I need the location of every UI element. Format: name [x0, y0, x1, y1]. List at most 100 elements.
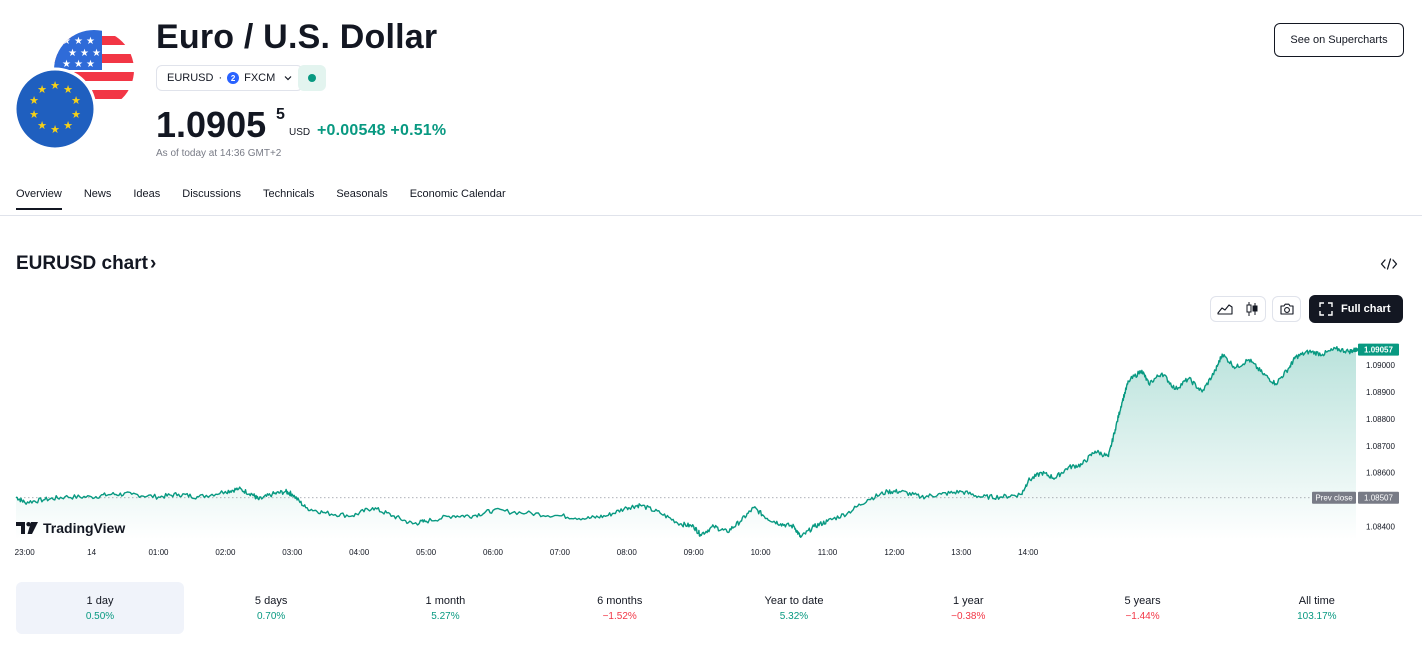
- candles-icon: [1246, 302, 1257, 316]
- x-tick-label: 06:00: [483, 548, 504, 557]
- tab-bar: Overview News Ideas Discussions Technica…: [16, 188, 528, 210]
- period-label: All time: [1298, 594, 1335, 607]
- period-value: −1.44%: [1125, 610, 1160, 622]
- x-tick-label: 14: [87, 548, 96, 557]
- period-value: 0.50%: [85, 610, 115, 622]
- period-1-day[interactable]: 1 day 0.50%: [16, 582, 184, 634]
- x-tick-label: 10:00: [751, 548, 772, 557]
- period-all-time[interactable]: All time 103.17%: [1230, 582, 1404, 634]
- prev-close-value: 1.08507: [1364, 494, 1393, 503]
- period-6-months[interactable]: 6 months −1.52%: [533, 582, 707, 634]
- tab-overview[interactable]: Overview: [16, 188, 62, 210]
- price-superscript: 5: [276, 106, 285, 123]
- period-1-month[interactable]: 1 month 5.27%: [358, 582, 532, 634]
- period-label: 5 days: [254, 594, 288, 607]
- last-price-tag-bg: [1358, 343, 1399, 356]
- tab-technicals[interactable]: Technicals: [262, 188, 315, 200]
- chevron-down-icon: [284, 76, 292, 81]
- period-value: 0.70%: [256, 610, 286, 622]
- tab-ideas[interactable]: Ideas: [133, 188, 161, 200]
- period-value: 5.32%: [779, 610, 809, 622]
- chart-title-link[interactable]: EURUSD chart ›: [16, 253, 156, 275]
- last-price-tag: 1.09057: [1364, 346, 1393, 355]
- period-label: 1 day: [86, 594, 114, 607]
- svg-text:★: ★: [71, 108, 81, 121]
- x-tick-label: 09:00: [684, 548, 705, 557]
- symbol-separator: ·: [218, 72, 223, 84]
- y-tick-label: 1.08400: [1366, 523, 1395, 532]
- y-tick-label: 1.08900: [1366, 388, 1395, 397]
- x-tick-label: 23:00: [15, 548, 36, 557]
- see-on-supercharts-button[interactable]: See on Supercharts: [1274, 23, 1404, 57]
- svg-text:★: ★: [74, 59, 83, 70]
- period-label: 6 months: [597, 594, 643, 607]
- camera-icon: [1279, 303, 1294, 315]
- market-open-dot-icon: [308, 74, 316, 82]
- market-status-badge[interactable]: [298, 65, 326, 91]
- period-1-year[interactable]: 1 year −0.38%: [881, 582, 1055, 634]
- y-tick-label: 1.08700: [1366, 442, 1395, 451]
- series-line: [15, 346, 1357, 538]
- svg-text:★: ★: [63, 83, 73, 96]
- area-chart-button[interactable]: [1211, 297, 1238, 321]
- period-value: −0.38%: [951, 610, 986, 622]
- svg-text:★: ★: [62, 36, 71, 47]
- x-tick-label: 12:00: [884, 548, 905, 557]
- x-tick-label: 13:00: [951, 548, 972, 557]
- full-chart-button[interactable]: Full chart: [1309, 295, 1403, 323]
- price-tags: 1.09057 Prev close 1.08507: [1312, 343, 1399, 504]
- area-fill-shape: [16, 346, 1356, 540]
- prev-close-label: Prev close: [1315, 494, 1353, 503]
- price-value: 1.0905: [156, 104, 267, 145]
- svg-text:★: ★: [62, 59, 71, 70]
- x-tick-label: 03:00: [282, 548, 303, 557]
- chart-area-fill: [16, 346, 1356, 540]
- tab-news[interactable]: News: [83, 188, 112, 200]
- snapshot-button[interactable]: [1273, 297, 1300, 321]
- svg-text:★: ★: [92, 48, 101, 59]
- period-value: 5.27%: [431, 610, 460, 622]
- svg-text:★: ★: [37, 83, 47, 96]
- y-tick-label: 1.09000: [1366, 361, 1395, 370]
- svg-text:★: ★: [29, 94, 39, 107]
- y-axis: 1.09000 1.08900 1.08800 1.08700 1.08600 1.084…: [1366, 361, 1395, 532]
- svg-text:★: ★: [63, 119, 73, 132]
- x-tick-label: 01:00: [148, 548, 169, 557]
- embed-icon[interactable]: [1380, 256, 1398, 272]
- price-line: [15, 346, 1359, 538]
- period-label: 5 years: [1124, 594, 1161, 607]
- svg-text:★: ★: [29, 108, 39, 121]
- symbol-selector[interactable]: EURUSD · 2 FXCM: [156, 65, 304, 91]
- exchange-badge-icon: 2: [227, 72, 240, 84]
- snapshot-group: [1272, 296, 1301, 322]
- price-chart[interactable]: 1.09000 1.08900 1.08800 1.08700 1.08600 1.084…: [0, 330, 1422, 565]
- period-value: 103.17%: [1297, 610, 1337, 622]
- full-chart-label: Full chart: [1341, 303, 1391, 315]
- y-tick-label: 1.08600: [1366, 469, 1395, 478]
- period-label: 1 year: [952, 594, 984, 607]
- as-of-timestamp: As of today at 14:36 GMT+2: [156, 148, 282, 159]
- tab-discussions[interactable]: Discussions: [182, 188, 241, 200]
- chevron-right-icon: ›: [149, 253, 157, 274]
- prev-close-value-bg: [1358, 491, 1399, 504]
- svg-text:★: ★: [71, 94, 81, 107]
- x-tick-label: 07:00: [550, 548, 571, 557]
- period-year-to-date[interactable]: Year to date 5.32%: [707, 582, 881, 634]
- period-label: 1 month: [425, 594, 466, 607]
- period-5-years[interactable]: 5 years −1.44%: [1055, 582, 1229, 634]
- tradingview-logo: TradingView: [16, 520, 125, 536]
- period-label: Year to date: [764, 594, 824, 607]
- last-price-dot: [1353, 347, 1359, 352]
- period-5-days[interactable]: 5 days 0.70%: [184, 582, 358, 634]
- exchange-label: FXCM: [244, 72, 276, 84]
- performance-periods: 1 day 0.50% 5 days 0.70% 1 month 5.27% 6…: [16, 582, 1404, 634]
- page-title: Euro / U.S. Dollar: [156, 18, 438, 56]
- svg-text:★: ★: [50, 123, 60, 136]
- candles-chart-button[interactable]: [1238, 297, 1265, 321]
- tab-economic-calendar[interactable]: Economic Calendar: [409, 188, 506, 200]
- x-tick-label: 02:00: [215, 548, 236, 557]
- price-currency: USD: [289, 127, 311, 138]
- chart-title: EURUSD chart: [16, 253, 148, 274]
- currency-flags-icon: ★ ★ ★ ★ ★ ★ ★ ★ ★ ★ ★ ★ ★ ★ ★ ★ ★ ★ ★: [14, 30, 134, 151]
- tab-seasonals[interactable]: Seasonals: [336, 188, 388, 200]
